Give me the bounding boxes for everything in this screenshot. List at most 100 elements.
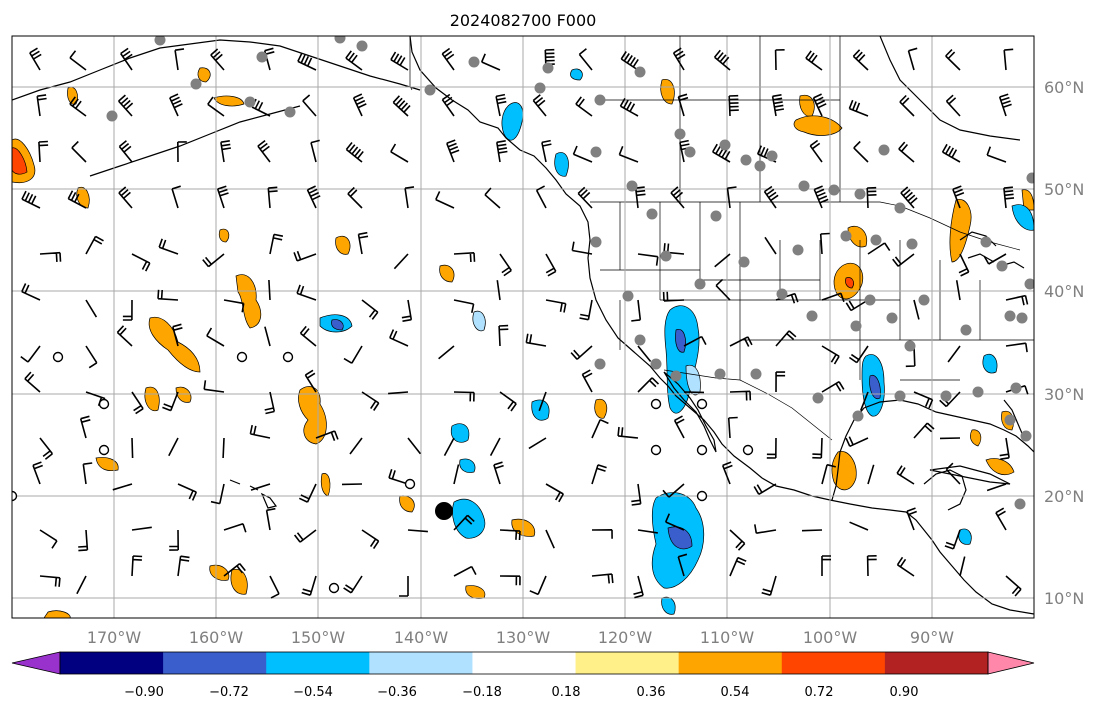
wind-barb — [545, 529, 555, 549]
wind-barb — [206, 327, 225, 347]
station-dot — [154, 36, 166, 46]
contour-positive-strong — [845, 277, 854, 289]
wind-barb — [122, 299, 133, 321]
station-dot — [626, 180, 638, 192]
wind-barb — [441, 93, 455, 117]
contour-negative — [452, 498, 486, 539]
wind-barb — [535, 185, 547, 209]
baja-california-coast — [663, 371, 717, 453]
wind-barb — [618, 146, 639, 163]
wind-barb — [131, 555, 143, 577]
wind-barb — [944, 529, 961, 550]
wind-barb — [821, 463, 836, 485]
wind-barb — [296, 284, 317, 301]
calm-station-ring — [696, 490, 708, 502]
station-dot — [828, 184, 840, 196]
lat-label: 40°N — [1044, 282, 1084, 301]
wind-barb — [388, 391, 409, 395]
wind-barb — [301, 575, 317, 596]
wind-barb — [764, 236, 777, 255]
colorbar-tick-label: 0.36 — [637, 685, 666, 700]
wind-barb — [1005, 294, 1029, 306]
station-dot — [468, 56, 480, 68]
wind-barb — [177, 555, 190, 577]
colorbar-extend-min — [11, 651, 61, 675]
coastlines — [12, 36, 1034, 615]
colorbar-tick-label: −0.36 — [377, 685, 417, 700]
wind-barb — [499, 391, 517, 412]
wind-barb — [754, 524, 777, 534]
wind-barb — [715, 278, 731, 301]
wind-barb — [269, 575, 280, 599]
wind-barb — [591, 573, 614, 584]
wind-barb — [304, 369, 317, 393]
wind-barb — [82, 462, 93, 485]
wind-barb — [677, 93, 689, 117]
alaska-coast — [12, 39, 421, 101]
contour-positive — [985, 458, 1015, 475]
wind-barb — [21, 190, 41, 209]
colorbar-segment — [575, 652, 680, 674]
wind-barb — [763, 185, 779, 209]
station-dot — [878, 144, 890, 156]
calm-station-ring — [98, 444, 110, 456]
station-dot — [792, 244, 804, 256]
us-canada-border — [590, 201, 1021, 251]
contour-negative-strong — [331, 319, 344, 331]
wind-barb — [591, 529, 613, 539]
wind-barb — [69, 96, 87, 117]
gridlines — [12, 36, 1034, 618]
wind-barb — [453, 514, 475, 531]
wind-barb — [202, 253, 225, 268]
contour-negative — [982, 353, 998, 374]
station-dot — [284, 106, 296, 118]
wind-barb — [538, 391, 547, 412]
wind-barb — [581, 369, 593, 393]
wind-barb — [729, 529, 746, 551]
wind-barb — [223, 522, 247, 533]
colorbar-segment — [60, 652, 164, 674]
contour-positive-strong — [12, 147, 28, 175]
station-dot — [684, 146, 696, 158]
canada-provinces — [600, 36, 841, 202]
station-dot — [1014, 498, 1026, 510]
contour-positive — [218, 228, 230, 243]
wind-barb — [662, 483, 685, 498]
wind-barb — [637, 529, 658, 534]
wind-barb — [498, 324, 509, 347]
contour-positive — [95, 457, 119, 472]
calm-station-ring — [12, 490, 18, 502]
wind-barb — [995, 507, 1007, 531]
wind-barb — [69, 50, 87, 71]
lat-label: 10°N — [1044, 589, 1084, 608]
wind-barb — [712, 143, 731, 163]
station-dot — [918, 294, 930, 306]
wind-barb — [71, 140, 87, 163]
station-dot — [904, 340, 916, 352]
wind-barb — [361, 391, 380, 411]
wind-barb — [771, 94, 785, 117]
wind-barb — [683, 335, 707, 347]
station-dot — [594, 94, 606, 106]
wind-barb — [293, 529, 317, 543]
contour-positive — [175, 386, 192, 403]
station-dot — [1004, 310, 1016, 322]
wind-barb — [728, 94, 739, 117]
wind-barb — [637, 377, 660, 393]
station-dot — [1024, 278, 1034, 290]
wind-barb — [727, 416, 738, 439]
wind-barb — [302, 94, 317, 117]
station-dot — [1020, 430, 1032, 442]
colorbar-tick-label: −0.90 — [124, 685, 164, 700]
wind-barb — [955, 280, 961, 301]
wind-barb — [713, 49, 731, 71]
contour-negative — [501, 102, 524, 141]
wind-barb — [577, 186, 593, 209]
contour-fills — [12, 67, 1034, 618]
wind-barb — [532, 94, 547, 117]
station-dot — [1004, 414, 1016, 426]
wind-barb — [867, 242, 891, 255]
calm-station-ring — [696, 398, 708, 410]
wind-barb — [36, 94, 47, 117]
wind-barb — [941, 143, 961, 163]
